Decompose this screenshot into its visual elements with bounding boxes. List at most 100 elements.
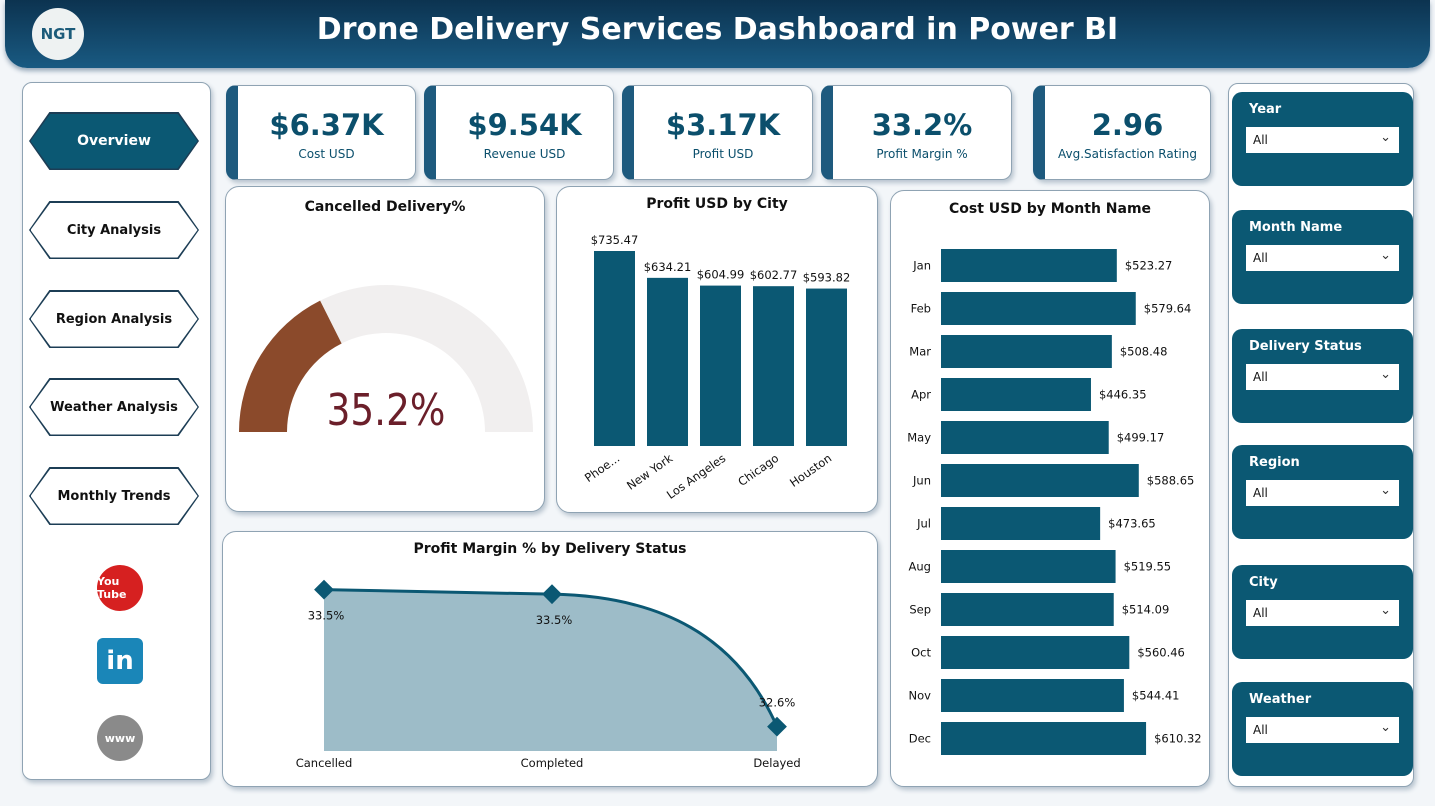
month-bar	[941, 292, 1136, 325]
chevron-down-icon: ⌄	[1380, 483, 1391, 498]
city-axis-label: New York	[624, 451, 675, 493]
nav-label: Overview	[30, 113, 198, 169]
month-data-label: $588.65	[1147, 474, 1195, 488]
chevron-down-icon: ⌄	[1380, 367, 1391, 382]
month-axis-label: Oct	[911, 646, 931, 660]
nav-region-analysis-button[interactable]: Region Analysis	[29, 290, 199, 348]
month-axis-label: Jun	[912, 474, 931, 488]
kpi-label: Revenue USD	[483, 147, 566, 161]
month-axis-label: Apr	[911, 388, 931, 402]
slicer-dropdown[interactable]: All ⌄	[1246, 480, 1399, 506]
month-bar	[941, 722, 1147, 755]
month-bar	[941, 593, 1114, 626]
month-bar	[941, 550, 1116, 583]
gauge-chart: 35.2%	[239, 285, 533, 436]
area-data-label: 33.5%	[536, 613, 573, 627]
ngt-logo: NGT	[32, 8, 84, 60]
nav-monthly-trends-button[interactable]: Monthly Trends	[29, 467, 199, 525]
kpi-value: $3.17K	[665, 108, 781, 142]
area-fill	[324, 589, 777, 751]
month-data-label: $473.65	[1108, 517, 1156, 531]
slicer-dropdown[interactable]: All ⌄	[1246, 717, 1399, 743]
month-bar	[941, 335, 1112, 368]
slicer-dropdown[interactable]: All ⌄	[1246, 245, 1399, 271]
city-data-label: $634.21	[644, 260, 692, 274]
month-bar	[941, 464, 1139, 497]
slicer-dropdown[interactable]: All ⌄	[1246, 364, 1399, 390]
slicer-region: Region All ⌄	[1232, 445, 1413, 539]
month-axis-label: Aug	[909, 560, 931, 574]
kpi-value: 33.2%	[871, 108, 973, 142]
slicer-dropdown[interactable]: All ⌄	[1246, 600, 1399, 626]
nav-label: City Analysis	[30, 202, 198, 258]
kpi-card-profit-usd: $3.17K Profit USD	[622, 85, 813, 180]
filter-panel: Year All ⌄ Month Name All ⌄ Delivery Status All…	[1228, 83, 1414, 787]
area-axis-label: Cancelled	[296, 756, 353, 770]
city-bar-chart: $735.47 Phoe... $634.21 New York $604.99 Los …	[582, 233, 851, 502]
slicer-delivery-status: Delivery Status All ⌄	[1232, 329, 1413, 423]
slicer-city: City All ⌄	[1232, 565, 1413, 659]
month-axis-label: Dec	[909, 732, 931, 746]
margin-status-card: Profit Margin % by Delivery Status 33.5%…	[222, 531, 878, 787]
youtube-icon[interactable]: You Tube	[97, 565, 143, 611]
slicer-value: All	[1253, 370, 1268, 384]
slicer-value: All	[1253, 486, 1268, 500]
margin-area-chart: 33.5% Cancelled 33.5% Completed 32.6% Delayed	[296, 579, 801, 770]
month-bar	[941, 421, 1109, 454]
month-bar	[941, 378, 1091, 411]
linkedin-icon[interactable]: in	[97, 638, 143, 684]
area-data-label: 32.6%	[759, 696, 796, 710]
nav-weather-analysis-button[interactable]: Weather Analysis	[29, 378, 199, 436]
month-axis-label: Nov	[909, 689, 932, 703]
city-data-label: $593.82	[803, 271, 851, 285]
month-bar	[941, 679, 1124, 712]
month-chart-title: Cost USD by Month Name	[948, 201, 1152, 217]
city-bar	[753, 286, 794, 446]
area-axis-label: Delayed	[753, 756, 800, 770]
month-bar	[941, 507, 1101, 540]
month-bar-chart: Jan $523.27 Feb $579.64 Mar $508.48 Apr $446.35…	[907, 249, 1202, 755]
city-axis-label: Phoe...	[582, 451, 622, 485]
header-bar: NGT Drone Delivery Services Dashboard in…	[5, 0, 1430, 68]
kpi-value: $6.37K	[269, 108, 384, 142]
area-line	[323, 588, 779, 728]
kpi-label: Avg.Satisfaction Rating	[1058, 147, 1197, 161]
month-data-label: $508.48	[1120, 345, 1168, 359]
chevron-down-icon: ⌄	[1380, 603, 1391, 618]
city-chart-title: Profit USD by City	[646, 196, 788, 212]
city-data-label: $602.77	[750, 268, 798, 282]
slicer-label: City	[1249, 575, 1278, 590]
month-data-label: $519.55	[1124, 560, 1172, 574]
nav-city-analysis-button[interactable]: City Analysis	[29, 201, 199, 259]
slicer-value: All	[1253, 133, 1268, 147]
city-data-label: $735.47	[591, 233, 639, 247]
month-data-label: $514.09	[1122, 603, 1170, 617]
month-axis-label: Jul	[916, 517, 931, 531]
nav-overview-button[interactable]: Overview	[29, 112, 199, 170]
month-cost-card: Cost USD by Month Name Jan $523.27 Feb $579…	[890, 190, 1210, 787]
slicer-weather: Weather All ⌄	[1232, 682, 1413, 776]
kpi-label: Profit USD	[692, 147, 754, 161]
slicer-label: Weather	[1249, 692, 1312, 707]
gauge-title: Cancelled Delivery%	[304, 199, 466, 215]
slicer-dropdown[interactable]: All ⌄	[1246, 127, 1399, 153]
slicer-month-name: Month Name All ⌄	[1232, 210, 1413, 304]
nav-label: Monthly Trends	[30, 468, 198, 524]
slicer-label: Delivery Status	[1249, 339, 1362, 354]
globe-icon[interactable]: www	[97, 715, 143, 761]
margin-chart-title: Profit Margin % by Delivery Status	[413, 541, 687, 557]
slicer-value: All	[1253, 251, 1268, 265]
gauge-card: Cancelled Delivery% 35.2%	[225, 186, 545, 512]
chevron-down-icon: ⌄	[1380, 720, 1391, 735]
kpi-card-avg-satisfaction-rating: 2.96 Avg.Satisfaction Rating	[1033, 85, 1211, 180]
month-data-label: $446.35	[1099, 388, 1147, 402]
city-bar	[594, 251, 635, 446]
gauge-fill	[239, 300, 342, 432]
chevron-down-icon: ⌄	[1380, 130, 1391, 145]
kpi-value: 2.96	[1091, 108, 1164, 142]
kpi-card-revenue-usd: $9.54K Revenue USD	[424, 85, 614, 180]
city-data-label: $604.99	[697, 268, 745, 282]
area-axis-label: Completed	[521, 756, 584, 770]
area-data-label: 33.5%	[308, 609, 345, 623]
month-data-label: $523.27	[1125, 259, 1173, 273]
